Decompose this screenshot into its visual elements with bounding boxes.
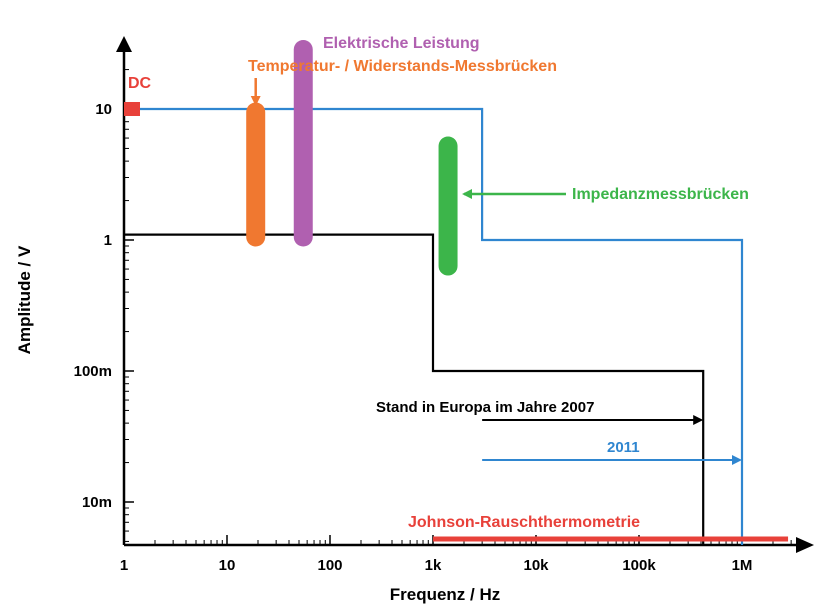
impedanzmessbruecken-label: Impedanzmessbrücken [572,186,749,203]
x-tick-label: 1k [425,557,442,574]
johnson-rauschthermometrie-label: Johnson-Rauschthermometrie [408,514,640,531]
x-tick-label: 1 [120,557,128,574]
y-axis-label: Amplitude / V [15,245,34,354]
y-tick-label: 10m [82,494,112,511]
x-tick-label: 100 [317,557,342,574]
y-tick-label: 10 [95,101,112,118]
x-tick-label: 10 [219,557,236,574]
series-line-2007 [124,233,705,545]
x-tick-label: 10k [523,557,549,574]
dc-marker [124,102,140,116]
x-tick-label: 1M [732,557,753,574]
y-axis-arrow [116,36,132,52]
label-2011: 2011 [607,439,640,456]
x-axis-arrow [796,537,814,553]
y-tick-label: 1 [104,232,112,249]
x-axis-label: Frequenz / Hz [390,585,501,604]
y-tick-label: 100m [74,363,112,380]
elektrische-leistung-label: Elektrische Leistung [323,35,480,52]
x-tick-label: 100k [622,557,656,574]
label-2007: Stand in Europa im Jahre 2007 [376,399,594,416]
dc-label: DC [128,75,152,92]
series-line-2011 [124,107,744,545]
temperatur-messbruecken-label: Temperatur- / Widerstands-Messbrücken [248,58,557,75]
